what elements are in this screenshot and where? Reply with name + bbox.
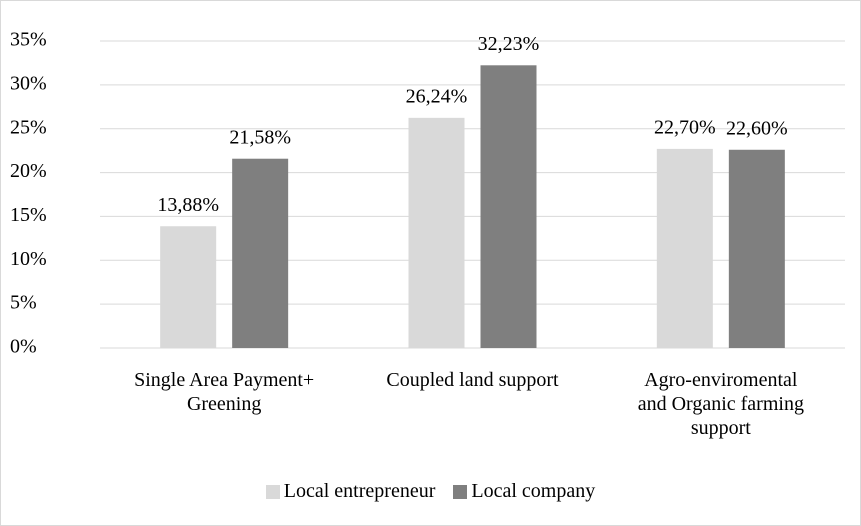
y-tick-label: 30% <box>10 72 47 94</box>
legend: Local entrepreneur Local company <box>0 480 861 503</box>
legend-label: Local entrepreneur <box>283 480 436 502</box>
data-label: 13,88% <box>157 194 219 216</box>
bar <box>480 65 537 348</box>
y-tick-label: 15% <box>10 204 47 226</box>
legend-label: Local company <box>471 480 596 502</box>
bar <box>160 226 217 348</box>
data-label: 26,24% <box>406 85 468 107</box>
legend-swatch <box>265 484 280 499</box>
data-label: 22,70% <box>654 116 716 138</box>
data-label: 22,60% <box>726 117 788 139</box>
y-tick-label: 20% <box>10 160 47 182</box>
x-tick-label: Agro-enviromental and Organic farming su… <box>637 369 804 439</box>
y-tick-label: 10% <box>10 248 47 270</box>
y-tick-label: 5% <box>10 292 37 314</box>
data-label: 21,58% <box>229 126 291 148</box>
x-tick-label: Coupled land support <box>386 369 559 391</box>
bar <box>408 117 465 349</box>
bar <box>728 149 785 348</box>
y-tick-label: 35% <box>10 29 47 51</box>
legend-item: Local company <box>453 480 595 503</box>
data-label: 32,23% <box>478 33 540 55</box>
legend-swatch <box>453 484 468 499</box>
legend-item: Local entrepreneur <box>265 480 436 503</box>
bar <box>232 158 289 348</box>
y-tick-label: 25% <box>10 116 47 138</box>
bar <box>656 148 713 348</box>
x-tick-label: Single Area Payment+ Greening <box>134 369 315 415</box>
y-tick-label: 0% <box>10 336 37 358</box>
